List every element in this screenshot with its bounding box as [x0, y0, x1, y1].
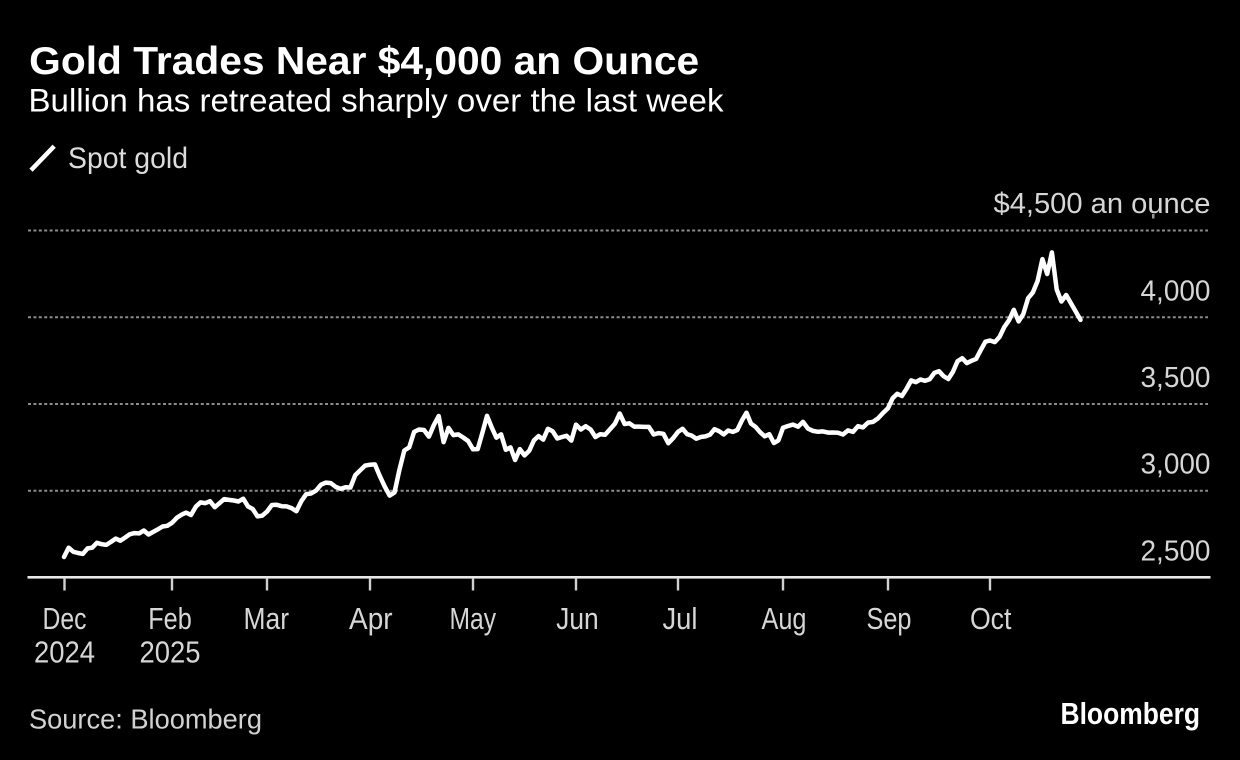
svg-text:2,500: 2,500 [1141, 535, 1211, 567]
svg-text:$4,500 an ounce: $4,500 an ounce [994, 188, 1211, 220]
svg-text:Gold Trades Near $4,000 an Oun: Gold Trades Near $4,000 an Ounce [29, 40, 699, 83]
svg-text:Source: Bloomberg: Source: Bloomberg [29, 703, 262, 734]
svg-text:2024: 2024 [34, 635, 95, 670]
svg-text:Dec: Dec [43, 601, 87, 636]
svg-text:3,500: 3,500 [1141, 362, 1211, 394]
svg-text:Mar: Mar [244, 601, 290, 636]
svg-text:Oct: Oct [970, 601, 1012, 636]
svg-text:May: May [450, 601, 497, 636]
svg-text:Bullion has retreated sharply: Bullion has retreated sharply over the l… [29, 83, 725, 119]
svg-text:Feb: Feb [148, 601, 192, 636]
svg-text:Jun: Jun [556, 601, 599, 636]
svg-text:3,000: 3,000 [1141, 449, 1211, 481]
svg-text:Spot gold: Spot gold [68, 142, 188, 175]
svg-text:Jul: Jul [663, 601, 698, 636]
svg-text:4,000: 4,000 [1141, 275, 1211, 307]
svg-text:Bloomberg: Bloomberg [1061, 698, 1201, 731]
svg-text:2025: 2025 [140, 635, 201, 670]
svg-text:Apr: Apr [349, 601, 393, 636]
svg-text:Aug: Aug [762, 601, 807, 636]
svg-text:Sep: Sep [867, 601, 912, 636]
